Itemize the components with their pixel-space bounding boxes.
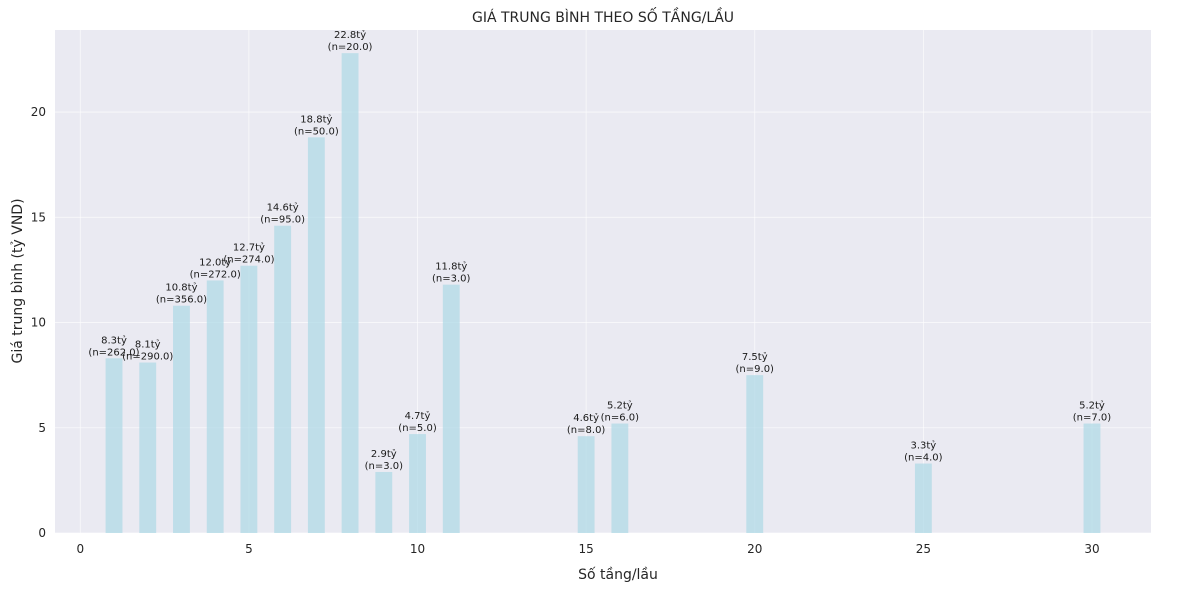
bar-count-label: (n=6.0)	[601, 413, 640, 424]
bar-count-label: (n=4.0)	[904, 453, 943, 464]
y-tick-label: 10	[31, 316, 46, 330]
bar-value-label: 22.8tỷ	[334, 29, 366, 41]
bar	[442, 284, 460, 533]
x-tick-label: 20	[747, 542, 762, 556]
bar-value-label: 7.5tỷ	[742, 351, 768, 363]
grid-lines	[55, 30, 1151, 534]
bar-count-label: (n=3.0)	[365, 461, 404, 472]
bar	[240, 265, 258, 533]
x-tick-label: 15	[578, 542, 593, 556]
bar-value-label: 5.2tỷ	[607, 400, 633, 412]
bar-value-label: 3.3tỷ	[910, 440, 936, 452]
bar	[206, 280, 224, 533]
bar	[746, 375, 764, 533]
x-tick-label: 25	[916, 542, 931, 556]
chart-title: GIÁ TRUNG BÌNH THEO SỐ TẦNG/LẦU	[472, 7, 734, 26]
bar-count-label: (n=262.0)	[88, 347, 139, 358]
bar	[139, 362, 157, 533]
bar-value-label: 8.3tỷ	[101, 334, 127, 346]
bar-value-label: 8.1tỷ	[135, 339, 161, 351]
x-tick-label: 30	[1084, 542, 1099, 556]
bar	[307, 137, 325, 534]
x-axis-ticks: 0 5 10 15 20 25 30	[76, 542, 1099, 556]
y-axis-label: Giá trung bình (tỷ VND)	[10, 198, 26, 363]
bar-value-label: 4.6tỷ	[573, 412, 599, 424]
y-tick-label: 5	[38, 421, 46, 435]
bar-value-label: 18.8tỷ	[300, 113, 332, 125]
bar-count-label: (n=9.0)	[736, 364, 775, 375]
bar-value-label: 11.8tỷ	[435, 261, 467, 273]
bar-labels: 8.3tỷ(n=262.0)8.1tỷ(n=290.0) 10.8tỷ(n=356…	[88, 29, 1111, 472]
plot-background	[55, 30, 1151, 533]
bar-count-label: (n=50.0)	[294, 126, 339, 137]
x-axis-label: Số tầng/lầu	[578, 566, 658, 583]
bar-value-label: 5.2tỷ	[1079, 400, 1105, 412]
bar	[1083, 423, 1101, 533]
bar	[105, 358, 123, 533]
bar-count-label: (n=20.0)	[328, 42, 373, 53]
bar-count-label: (n=274.0)	[223, 255, 274, 266]
bar-value-label: 4.7tỷ	[405, 410, 431, 422]
bar-value-label: 2.9tỷ	[371, 448, 397, 460]
bar-value-label: 14.6tỷ	[267, 202, 299, 214]
bar	[274, 225, 292, 533]
bar	[409, 434, 426, 533]
y-tick-label: 15	[31, 210, 46, 224]
bar-count-label: (n=356.0)	[156, 295, 207, 306]
x-tick-label: 10	[410, 542, 425, 556]
x-tick-label: 5	[245, 542, 253, 556]
bar-value-label: 12.7tỷ	[233, 242, 265, 254]
bar	[341, 53, 359, 533]
bars	[105, 53, 1101, 534]
y-tick-label: 20	[31, 105, 46, 119]
bar-value-label: 12.0tỷ	[199, 256, 231, 268]
bar	[173, 305, 190, 533]
bar-count-label: (n=290.0)	[122, 352, 173, 363]
bar	[375, 471, 393, 533]
bar-value-label: 10.8tỷ	[165, 282, 197, 294]
bar	[611, 423, 629, 533]
bar-count-label: (n=8.0)	[567, 425, 606, 436]
y-axis-ticks: 0 5 10 15 20	[31, 105, 46, 540]
bar-count-label: (n=95.0)	[260, 215, 305, 226]
bar-count-label: (n=3.0)	[432, 274, 471, 285]
x-tick-label: 0	[76, 542, 84, 556]
bar-count-label: (n=272.0)	[190, 269, 241, 280]
bar	[914, 463, 932, 533]
bar	[577, 436, 595, 533]
bar-count-label: (n=7.0)	[1073, 413, 1112, 424]
bar-count-label: (n=5.0)	[398, 423, 437, 434]
y-tick-label: 0	[38, 526, 46, 540]
